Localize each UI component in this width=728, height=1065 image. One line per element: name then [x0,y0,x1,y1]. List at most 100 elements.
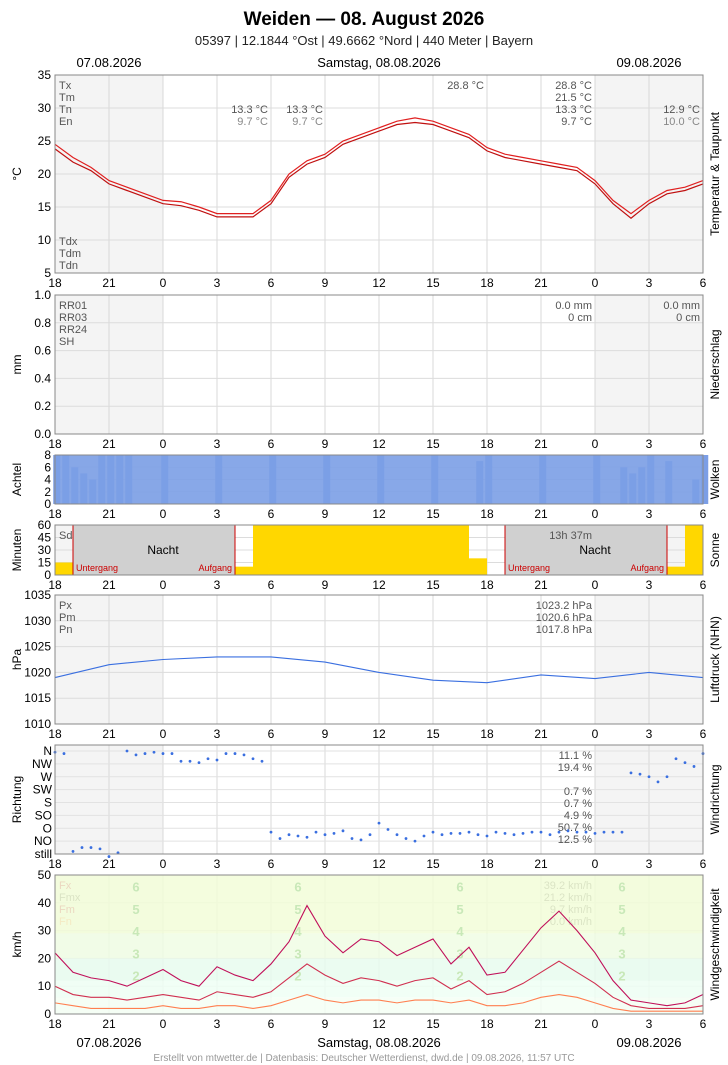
wind-line-Fn [54,993,703,1012]
sun-bar [469,558,487,575]
y-tick-label: 10 [38,233,52,247]
date-center: Samstag, 08.08.2026 [317,55,441,70]
x-tick-label: 0 [592,857,599,871]
annotation-value: 28.8 °C [555,80,592,92]
wind-direction-point [548,833,552,837]
x-tick-label: 0 [160,437,167,451]
y-tick-label: 45 [38,531,52,545]
x-tick-label: 18 [480,437,494,451]
beaufort-band [55,997,703,1014]
pressure-line [54,656,704,684]
panel-border [54,454,704,505]
beaufort-label: 3 [132,946,139,961]
cloud-bar [701,455,709,504]
beaufort-band [55,933,703,959]
wind-direction-point [170,752,174,755]
legend-entry: Tdn [59,260,78,272]
wind-direction-point [206,757,210,761]
annotation-value: 0.7 % [564,798,592,810]
wind-direction-point [197,761,201,764]
y-tick-label: 0.4 [34,371,51,385]
beaufort-label: 4 [618,924,626,939]
wind-direction-point [692,765,696,768]
y-tick-label: SW [33,783,53,797]
annotation-value: 10.0 °C [663,116,700,128]
beaufort-label: 3 [456,946,463,961]
y-tick-label: 20 [38,167,52,181]
wind-direction-point [539,830,543,834]
wind-direction-point [575,830,579,834]
wind-direction-point [656,780,660,784]
x-tick-label: 0 [592,578,599,592]
y-tick-label: 0 [44,568,51,582]
x-tick-label: 21 [102,276,116,290]
x-tick-label: 0 [160,578,167,592]
y-tick-label: 25 [38,134,52,148]
x-tick-label: 3 [646,507,653,521]
wind-direction-point [404,837,408,840]
x-tick-label: 15 [426,437,440,451]
x-tick-label: 6 [268,857,275,871]
wind-direction-point [440,833,444,837]
x-tick-label: 18 [480,276,494,290]
annotation-value: 1023.2 hPa [536,600,593,612]
wind-direction-point [62,752,66,755]
beaufort-label: 3 [294,946,301,961]
y-tick-label: 30 [38,101,52,115]
annotation-value: 11.1 % [559,750,593,762]
y-tick-label: 60 [38,518,52,532]
x-tick-label: 18 [480,578,494,592]
x-tick-label: 9 [322,727,329,741]
wind-direction-point [98,847,102,851]
x-tick-label: 3 [214,857,221,871]
panel-6: 0 10 20 30 40 50 18 21 0 3 6 9 12 15 18 21 0 3 6 km/h Windge… [10,868,722,1031]
wind-direction-point [431,830,435,834]
x-tick-label: 6 [700,1017,707,1031]
side-label: Windrichtung [708,764,722,834]
x-tick-label: 6 [268,1017,275,1031]
legend-entry: Pm [59,612,76,624]
x-tick-label: 3 [214,276,221,290]
wind-direction-point [224,752,228,755]
y-tick-label: 1015 [24,691,51,705]
annotation-value: 12.5 % [558,834,592,846]
x-tick-label: 6 [268,507,275,521]
beaufort-label: 5 [456,902,463,917]
annotation-value: 28.8 °C [447,80,484,92]
sun-bar [253,525,469,575]
panel-4: 1010 1015 1020 1025 1030 1035 18 21 0 3 6 9 12 15 18 21… [10,588,722,741]
legend-entry: RR24 [59,324,87,336]
wind-direction-point [314,830,318,834]
date-right: 09.08.2026 [616,55,681,70]
annotation-value: 9.7 °C [561,116,592,128]
wind-direction-point [215,758,219,762]
wind-line-Fx [54,904,704,1007]
legend-entry: En [59,116,72,128]
wind-direction-point [674,757,678,761]
x-tick-label: 0 [160,507,167,521]
x-tick-label: 21 [102,437,116,451]
wind-direction-point [287,833,291,837]
legend-entry: Pn [59,624,72,636]
x-tick-label: 15 [426,1017,440,1031]
x-tick-label: 9 [322,578,329,592]
wind-direction-point [350,837,354,840]
x-tick-label: 12 [372,727,386,741]
annotation-value: 19.4 % [558,762,592,774]
x-tick-label: 15 [426,507,440,521]
y-tick-label: 1035 [24,588,51,602]
wind-direction-point [242,753,246,757]
wind-direction-point [80,846,84,849]
wind-direction-point [368,833,372,837]
beaufort-label: 2 [456,969,463,984]
sun-event-label: Aufgang [630,563,664,573]
wind-direction-point [602,830,606,834]
wind-direction-point [260,759,264,763]
beaufort-label: 3 [618,946,625,961]
annotation-value: 13.3 °C [555,104,592,116]
beaufort-label: 6 [618,880,625,895]
y-tick-label: 10 [38,979,52,993]
x-tick-label: 12 [372,507,386,521]
